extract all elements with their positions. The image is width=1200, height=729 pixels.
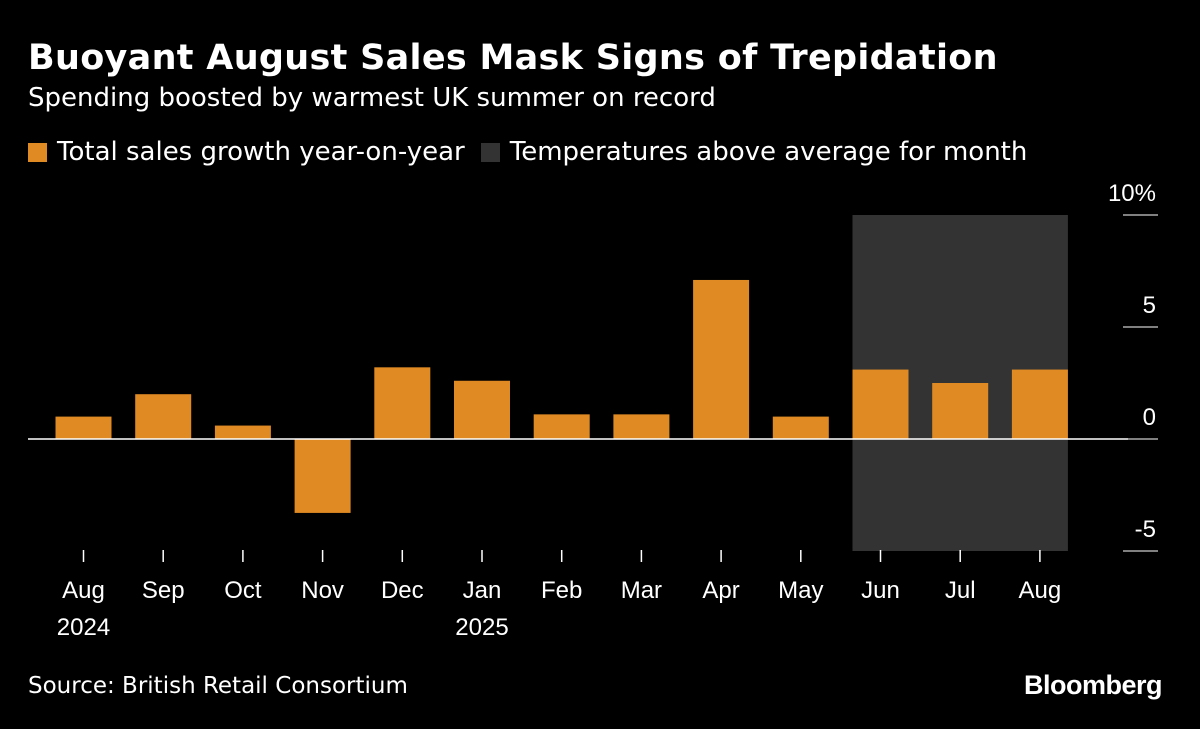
bar [1011, 369, 1068, 439]
chart-title: Buoyant August Sales Mask Signs of Trepi… [28, 38, 998, 78]
x-tick-label: Sep [142, 577, 185, 604]
bar [55, 416, 112, 439]
legend-label-sales: Total sales growth year-on-year [57, 137, 465, 167]
x-tick-label: Dec [381, 577, 424, 604]
x-tick-label: Aug [62, 577, 105, 604]
legend-item-sales: Total sales growth year-on-year [28, 137, 465, 167]
x-tick-label: Oct [224, 577, 262, 604]
legend-item-temperature: Temperatures above average for month [480, 137, 1028, 167]
x-tick-label: Mar [621, 577, 662, 604]
x-tick-label: Jan [463, 577, 502, 604]
x-tick-label: Feb [541, 577, 582, 604]
x-tick-label: Jul [945, 577, 976, 604]
bar [852, 369, 909, 439]
bar [135, 394, 192, 439]
source-note: Source: British Retail Consortium [28, 673, 408, 699]
bar [772, 416, 829, 439]
bar [613, 414, 670, 439]
bar [454, 380, 510, 439]
y-tick-label: -5 [1135, 516, 1156, 543]
x-tick-label: Aug [1019, 577, 1062, 604]
bar [214, 425, 271, 439]
y-tick-label: 10% [1108, 180, 1156, 207]
x-year-label: 2025 [455, 614, 508, 641]
legend-swatch-sales [28, 142, 47, 162]
legend-swatch-temperature [480, 142, 500, 162]
bar [932, 383, 989, 439]
y-tick-label: 0 [1143, 404, 1156, 431]
legend-label-temperature: Temperatures above average for month [509, 137, 1028, 167]
x-tick-label: May [778, 577, 823, 604]
x-tick-label: Apr [702, 577, 739, 604]
x-year-label: 2024 [57, 614, 110, 641]
bar [693, 279, 750, 439]
bar [533, 414, 590, 439]
y-tick-label: 5 [1143, 292, 1156, 319]
bar [294, 439, 351, 513]
chart-subtitle: Spending boosted by warmest UK summer on… [28, 83, 716, 113]
legend: Total sales growth year-on-year Temperat… [28, 137, 1043, 167]
bar [374, 367, 431, 439]
bloomberg-logo: Bloomberg [1023, 670, 1163, 700]
x-tick-label: Nov [301, 577, 344, 604]
x-tick-label: Jun [861, 577, 900, 604]
